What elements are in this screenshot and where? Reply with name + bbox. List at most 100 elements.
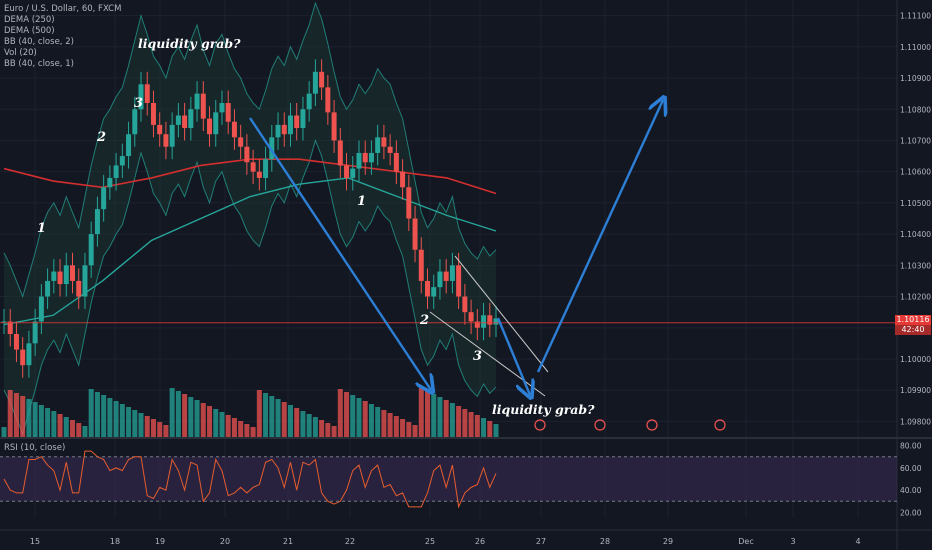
volume-bar — [387, 413, 393, 437]
bollinger-band-fill — [4, 3, 496, 434]
candle-body — [456, 265, 462, 297]
price-tick-label: 1.09900 — [900, 386, 931, 395]
candle-body — [344, 165, 350, 178]
volume-bar — [119, 404, 125, 437]
volume-bar — [487, 421, 493, 437]
candle-body — [20, 349, 26, 366]
volume-bar — [45, 408, 51, 437]
time-tick-label: 18 — [110, 537, 120, 546]
volume-bar — [7, 390, 13, 437]
forecast-arrow-down-1 — [249, 117, 431, 390]
volume-bar — [294, 408, 300, 437]
price-tick-label: 1.10400 — [900, 230, 931, 239]
candle-body — [32, 321, 38, 344]
candle-body — [393, 152, 399, 172]
time-tick-label: Dec — [738, 537, 753, 546]
volume-bar — [418, 388, 424, 437]
volume-bar — [138, 413, 144, 437]
volume-bar — [157, 422, 163, 437]
candle-body — [150, 103, 156, 125]
candle-body — [424, 280, 430, 297]
candle-body — [101, 187, 107, 210]
volume-bar — [368, 404, 374, 437]
volume-bar — [32, 402, 38, 437]
volume-bar — [200, 403, 206, 437]
candle-body — [412, 218, 418, 250]
rsi-tick-label: 80.00 — [900, 442, 922, 451]
time-tick-label: 27 — [536, 537, 546, 546]
candle-body — [312, 71, 318, 94]
candle-body — [225, 103, 231, 122]
volume-bar — [424, 391, 430, 437]
candle-body — [1, 321, 7, 323]
bollinger-upper — [3, 1, 497, 299]
volume-bar — [70, 420, 76, 437]
price-tick-label: 1.11000 — [900, 43, 931, 52]
candle-body — [200, 93, 206, 119]
candle-body — [400, 171, 406, 188]
price-tick-label: 1.10000 — [900, 355, 931, 364]
legend-bb-2: BB (40, close, 2) — [4, 37, 74, 47]
volume-bar — [113, 401, 119, 437]
volume-bar — [188, 397, 194, 437]
volume-bar — [169, 388, 175, 437]
candle-body — [250, 162, 256, 172]
price-tick-label: 1.10600 — [900, 168, 931, 177]
time-tick-label: 28 — [600, 537, 610, 546]
volume-bar — [57, 414, 63, 437]
candle-body — [437, 271, 443, 288]
time-tick-label: 19 — [155, 537, 165, 546]
candle-body — [175, 115, 181, 125]
volume-bar — [406, 422, 412, 437]
candle-body — [138, 84, 144, 110]
candle-body — [306, 93, 312, 110]
volume-bar — [437, 397, 443, 437]
volume-bar — [275, 399, 281, 437]
volume-bar — [331, 426, 337, 437]
channel-upper-line — [454, 255, 549, 373]
volume-bar — [356, 398, 362, 437]
candle-body — [7, 321, 13, 334]
volume-bar — [306, 414, 312, 437]
volume-bar — [325, 423, 331, 437]
time-tick-label: 25 — [425, 537, 435, 546]
volume-bar — [13, 393, 19, 437]
candle-body — [431, 287, 437, 297]
volume-bar — [207, 406, 213, 437]
volume-bar — [362, 401, 368, 437]
candle-body — [319, 71, 325, 88]
candle-body — [493, 318, 499, 325]
volume-bar — [300, 411, 306, 437]
annotation-liquidity-grab-bottom: liquidity grab? — [492, 402, 595, 417]
candle-body — [443, 271, 449, 281]
candle-body — [107, 177, 113, 188]
volume-bar — [481, 418, 487, 437]
candle-body — [51, 271, 57, 281]
annotation-wave-2-down: 2 — [420, 313, 430, 328]
economic-event-marker — [534, 419, 546, 431]
time-tick-label: 15 — [30, 537, 40, 546]
candle-body — [287, 115, 293, 135]
candle-body — [449, 265, 455, 281]
candle-body — [481, 315, 487, 328]
candle-body — [82, 265, 88, 297]
rsi-line — [3, 450, 497, 509]
price-tick-label: 1.10900 — [900, 74, 931, 83]
candle-body — [213, 112, 219, 135]
candle-body — [182, 115, 188, 128]
volume-bar — [219, 412, 225, 437]
candle-body — [263, 159, 269, 178]
forecast-arrow-up — [536, 100, 663, 373]
legend-symbol: Euro / U.S. Dollar, 60, FXCM — [4, 4, 122, 14]
candle-body — [337, 140, 343, 166]
candle-body — [350, 168, 356, 178]
time-tick-label: 29 — [663, 537, 673, 546]
time-tick-label: 21 — [283, 537, 293, 546]
candle-body — [474, 321, 480, 328]
candle-body — [300, 109, 306, 128]
candle-body — [281, 124, 287, 135]
volume-bar — [431, 394, 437, 437]
volume-bar — [493, 424, 499, 437]
volume-bar — [468, 412, 474, 437]
